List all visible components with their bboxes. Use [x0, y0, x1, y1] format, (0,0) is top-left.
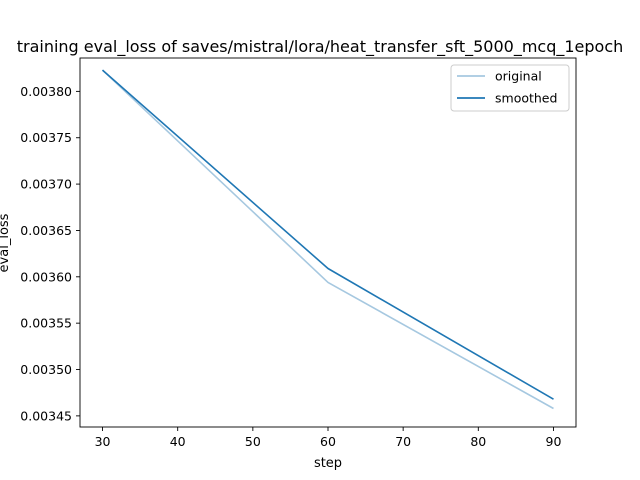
x-tick-label: 30 [95, 434, 111, 449]
y-tick-label: 0.00365 [20, 223, 72, 238]
series-line-smoothed [101, 69, 554, 400]
y-tick-label: 0.00350 [20, 362, 72, 377]
x-tick-label: 90 [546, 434, 562, 449]
chart-title: training eval_loss of saves/mistral/lora… [17, 37, 624, 57]
y-tick-label: 0.00375 [20, 130, 72, 145]
x-axis-label: step [314, 456, 342, 471]
y-tick-label: 0.00345 [20, 408, 72, 423]
y-tick-label: 0.00355 [20, 316, 72, 331]
series-line-original [101, 69, 554, 410]
legend-label-smoothed: smoothed [495, 91, 557, 106]
y-axis-ticks: 0.00345 0.00350 0.00355 0.00360 0.00365 0.003… [20, 84, 80, 423]
x-tick-label: 60 [320, 434, 336, 449]
x-tick-label: 80 [470, 434, 486, 449]
y-tick-label: 0.00360 [20, 269, 72, 284]
x-tick-label: 70 [395, 434, 411, 449]
x-tick-label: 40 [170, 434, 186, 449]
y-tick-label: 0.00380 [20, 84, 72, 99]
y-tick-label: 0.00370 [20, 177, 72, 192]
x-tick-label: 50 [245, 434, 261, 449]
x-axis-ticks: 30 40 50 60 70 80 90 [95, 427, 562, 449]
legend: original smoothed [450, 64, 570, 112]
legend-label-original: original [495, 69, 542, 84]
y-axis-label: eval_loss [0, 213, 12, 272]
